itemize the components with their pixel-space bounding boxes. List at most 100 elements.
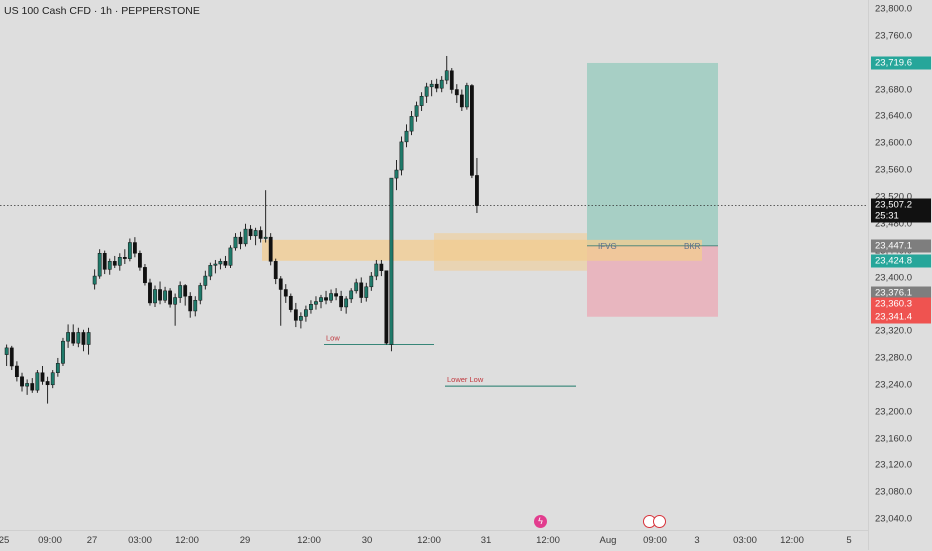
candle-body [324, 297, 328, 301]
candlestick-chart[interactable]: Low Lower Low IFVG BKR [0, 0, 868, 530]
price-tick: 23,320.0 [875, 325, 912, 337]
time-tick: Aug [599, 535, 617, 546]
candle-body [278, 278, 283, 290]
candle-body [389, 177, 394, 345]
target-zone [587, 62, 718, 246]
level-badge-red-2: 23,341.4 [871, 310, 931, 324]
price-tick: 23,200.0 [875, 406, 912, 418]
lightning-icon[interactable]: ϟ [534, 515, 547, 528]
candle-body [364, 286, 369, 298]
candle-body [168, 290, 172, 305]
candle-body [359, 282, 364, 298]
candle-body [208, 265, 213, 277]
candle-body [86, 332, 91, 345]
candle-body [379, 263, 384, 271]
candle-body [454, 89, 459, 96]
candle-body [92, 275, 97, 285]
price-tick: 23,280.0 [875, 352, 912, 364]
price-tick: 23,760.0 [875, 30, 912, 42]
candle-body [30, 383, 35, 391]
candle-body [61, 340, 65, 364]
us-flag-icon-2[interactable] [653, 515, 666, 528]
candle-body [14, 365, 19, 377]
candle-body [148, 282, 152, 304]
candle-body [178, 285, 183, 298]
candle-body [9, 347, 14, 367]
price-tick: 23,480.0 [875, 218, 912, 230]
current-price-badge: 23,507.2 [871, 198, 931, 212]
candle-body [248, 228, 253, 237]
candle-body [76, 332, 81, 344]
price-tick: 23,240.0 [875, 379, 912, 391]
candle-body [143, 267, 147, 284]
chart-title: US 100 Cash CFD · 1h · PEPPERSTONE [4, 5, 200, 17]
candle-body [127, 242, 132, 259]
price-tick: 23,640.0 [875, 110, 912, 122]
candle-body [314, 301, 318, 305]
candle-body [122, 257, 127, 259]
candle-body [132, 242, 137, 254]
candle-body [409, 116, 414, 132]
candle-body [50, 372, 55, 386]
time-tick: 12:00 [417, 535, 441, 546]
candle-body [464, 85, 469, 108]
candle-body [444, 70, 449, 81]
candle-body [173, 297, 178, 305]
candle-body [138, 253, 142, 268]
fvg-zone-2 [434, 233, 587, 271]
chart-area[interactable]: Low Lower Low IFVG BKR US 100 Cash CFD · 1h… [0, 0, 868, 530]
price-tick: 23,520.0 [875, 191, 912, 203]
level-badge-green: 23,424.8 [871, 254, 931, 268]
ifvg-label: IFVG [598, 242, 617, 251]
candle-body [344, 298, 349, 308]
candle-body [475, 175, 479, 206]
candle-body [198, 285, 203, 301]
candle-body [117, 257, 122, 266]
candle-body [238, 236, 243, 245]
candle-body [394, 169, 399, 179]
candle-body [439, 79, 444, 89]
candle-body [424, 86, 429, 97]
candle-body [4, 347, 9, 355]
candle-body [233, 236, 238, 249]
level-badge-gray-2: 23,376.1 [871, 286, 931, 300]
candle-body [188, 295, 193, 312]
time-tick: 30 [361, 535, 373, 546]
candle-body [329, 293, 333, 301]
time-tick: 09:00 [38, 535, 62, 546]
candle-body [102, 253, 107, 270]
target-price-badge: 23,719.6 [871, 56, 931, 70]
candle-body [434, 83, 439, 89]
price-tick: 23,120.0 [875, 459, 912, 471]
price-tick: 23,160.0 [875, 433, 912, 445]
time-tick: 27 [86, 535, 98, 546]
price-tick: 23,080.0 [875, 486, 912, 498]
candle-body [107, 261, 112, 270]
candle-body [298, 316, 303, 321]
candle-body [183, 285, 188, 297]
candle-body [349, 290, 354, 300]
time-scale[interactable]: 25 09:00 27 03:00 12:00 29 12:00 30 12:00 31 12:00… [0, 530, 868, 551]
candle-body [55, 363, 60, 373]
candle-body [288, 295, 293, 310]
candle-body [243, 228, 248, 245]
candle-body [158, 289, 162, 301]
candle-body [163, 290, 167, 301]
candle-body [304, 309, 308, 317]
candle-body [369, 275, 374, 288]
candle-body [384, 270, 389, 344]
candle-body [193, 299, 198, 312]
price-tick: 23,040.0 [875, 513, 912, 525]
price-scale[interactable]: 23,800.023,760.023,720.023,680.023,640.0… [868, 0, 932, 550]
candle-body [97, 253, 102, 277]
candle-body [66, 332, 70, 342]
candle-body [112, 261, 117, 266]
candle-body [334, 293, 338, 297]
candle-body [283, 289, 288, 297]
candle-body [339, 295, 344, 308]
time-tick: 09:00 [643, 535, 667, 546]
time-tick: 12:00 [780, 535, 804, 546]
candle-body [309, 304, 313, 310]
price-tick: 23,560.0 [875, 164, 912, 176]
candle-body [218, 261, 223, 265]
